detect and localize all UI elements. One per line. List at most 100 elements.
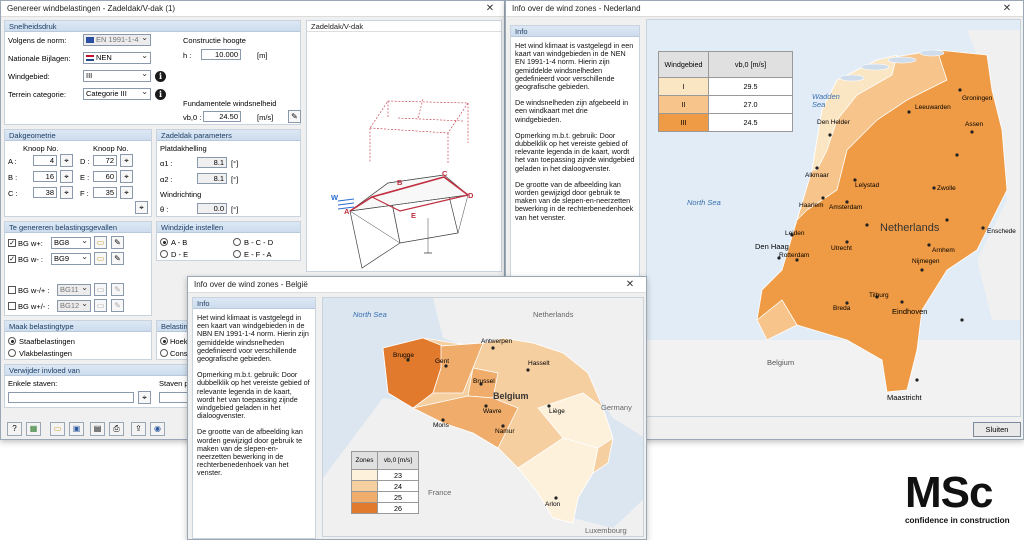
edit-icon[interactable]: ✎	[111, 283, 124, 296]
enkele-label: Enkele staven:	[8, 379, 58, 388]
node-b-input[interactable]: 16	[33, 171, 57, 182]
pick-icon[interactable]: ⌖	[138, 391, 151, 404]
pick-icon[interactable]: ⌖	[120, 186, 133, 199]
main-titlebar: Genereer windbelastingen - Zadeldak/V-da…	[1, 1, 504, 17]
legend-zone-cell[interactable]: I	[658, 77, 709, 96]
edit-icon[interactable]: ✎	[111, 252, 124, 265]
pick-icon[interactable]: ⌖	[60, 154, 73, 167]
edit-icon[interactable]: ✎	[111, 299, 124, 312]
main-title: Genereer windbelastingen - Zadeldak/V-da…	[7, 4, 176, 13]
bg-w-min-checkbox[interactable]: ✓	[8, 255, 16, 263]
legend-swatch[interactable]	[351, 491, 378, 503]
legend-zone-cell[interactable]: II	[658, 95, 709, 114]
view-icon[interactable]: ◉	[150, 422, 165, 436]
snelheidsdruk-header: Snelheidsdruk	[5, 21, 300, 32]
calculator-icon[interactable]: ▦	[26, 422, 41, 436]
node-label-a: A	[344, 207, 350, 216]
staven-label: Staven pa	[159, 379, 193, 388]
windzijde-bcd-radio[interactable]	[233, 238, 241, 246]
pick-icon[interactable]: ⌖	[120, 154, 133, 167]
be-map-panel[interactable]: North Sea Netherlands Germany France Lux…	[322, 297, 644, 537]
close-icon[interactable]: ✕	[625, 279, 635, 290]
edit-icon[interactable]: ✎	[111, 236, 124, 249]
node-e-input[interactable]: 60	[93, 171, 117, 182]
open-icon[interactable]: ▭	[50, 422, 65, 436]
a2-input[interactable]: 8.1	[197, 173, 227, 184]
legend-value-cell[interactable]: 24.5	[708, 113, 793, 132]
be-info-text: Het wind klimaat is vastgelegd in een ka…	[193, 309, 315, 483]
city-label: Brugge	[393, 352, 414, 359]
windzijde-efa-radio[interactable]	[233, 250, 241, 258]
a1-input[interactable]: 8.1	[197, 157, 227, 168]
bg-w-plusmin-checkbox[interactable]	[8, 302, 16, 310]
zadeldak-section: Zadeldak parameters Platdakhelling α1 : …	[156, 129, 301, 217]
legend-swatch[interactable]	[351, 469, 378, 481]
h-input[interactable]: 10.000	[201, 49, 241, 60]
pick-all-icon[interactable]: ⌖	[135, 201, 148, 214]
help-icon[interactable]: ?	[7, 422, 22, 436]
legend-value-cell[interactable]: 27.0	[708, 95, 793, 114]
node-c-input[interactable]: 38	[33, 187, 57, 198]
be-paragraph: De grootte van de afbeelding kan worden …	[197, 427, 303, 478]
folder-icon[interactable]: ▭	[94, 236, 107, 249]
folder-icon[interactable]: ▭	[94, 252, 107, 265]
norm-select[interactable]: EN 1991-1-4	[83, 33, 151, 46]
city-label: Arlon	[545, 501, 561, 508]
city-label: Leiden	[785, 230, 805, 237]
pick-icon[interactable]: ⌖	[120, 170, 133, 183]
info-icon[interactable]: i	[155, 71, 166, 82]
bg-w-minplus-checkbox[interactable]	[8, 286, 16, 294]
legend-header: Windgebied	[658, 51, 709, 78]
close-button[interactable]: Sluiten	[973, 422, 1021, 437]
bg-select[interactable]: BG8	[51, 236, 91, 249]
dakgeometrie-header: Dakgeometrie	[5, 130, 151, 141]
close-icon[interactable]: ✕	[485, 3, 495, 14]
legend-value-cell[interactable]: 26	[377, 502, 419, 514]
vb0-input[interactable]: 24.50	[203, 111, 241, 122]
bg-label: BG w+/- :	[18, 302, 50, 311]
terrain-select[interactable]: Categorie III	[83, 87, 151, 100]
folder-icon[interactable]: ▭	[94, 283, 107, 296]
legend-swatch[interactable]	[351, 502, 378, 514]
vlak-radio[interactable]	[8, 349, 16, 357]
staaf-radio[interactable]	[8, 337, 16, 345]
theta-input[interactable]: 0.0	[197, 203, 227, 214]
legend-value-cell[interactable]: 25	[377, 491, 419, 503]
node-f-input[interactable]: 35	[93, 187, 117, 198]
windzijde-ab-radio[interactable]	[160, 238, 168, 246]
hoek-radio[interactable]	[160, 337, 168, 345]
legend-zone-cell[interactable]: III	[658, 113, 709, 132]
export-icon[interactable]: ⇪	[131, 422, 146, 436]
node-f-label: F :	[80, 189, 89, 198]
bg-value: BG9	[54, 254, 70, 263]
report-icon[interactable]: ▤	[90, 422, 105, 436]
bg-select[interactable]: BG9	[51, 252, 91, 265]
bg-select[interactable]: BG12	[57, 299, 91, 312]
legend-value-cell[interactable]: 23	[377, 469, 419, 481]
city-label: Maastricht	[887, 393, 922, 402]
windzijde-de-radio[interactable]	[160, 250, 168, 258]
node-a-input[interactable]: 4	[33, 155, 57, 166]
enkele-input[interactable]	[8, 392, 134, 403]
annex-select[interactable]: NEN	[83, 51, 151, 64]
bg-select[interactable]: BG11	[57, 283, 91, 296]
close-icon[interactable]: ✕	[1002, 3, 1012, 14]
edit-icon[interactable]: ✎	[288, 110, 301, 123]
info-icon[interactable]: i	[155, 89, 166, 100]
be-info-panel: Info Het wind klimaat is vastgelegd in e…	[192, 297, 316, 539]
legend-value-cell[interactable]: 24	[377, 480, 419, 492]
const-radio[interactable]	[160, 349, 168, 357]
folder-icon[interactable]: ▭	[94, 299, 107, 312]
node-d-input[interactable]: 72	[93, 155, 117, 166]
bg-w-plus-checkbox[interactable]: ✓	[8, 239, 16, 247]
pick-icon[interactable]: ⌖	[60, 170, 73, 183]
windgebied-select[interactable]: III	[83, 69, 151, 82]
pick-icon[interactable]: ⌖	[60, 186, 73, 199]
col-header: Knoop No.	[23, 144, 59, 153]
legend-swatch[interactable]	[351, 480, 378, 492]
legend-value-cell[interactable]: 29.5	[708, 77, 793, 96]
save-icon[interactable]: ▣	[69, 422, 84, 436]
print-icon[interactable]: ⎙	[109, 422, 124, 436]
city-label: Haarlem	[799, 202, 824, 209]
city-label: Alkmaar	[805, 172, 829, 179]
